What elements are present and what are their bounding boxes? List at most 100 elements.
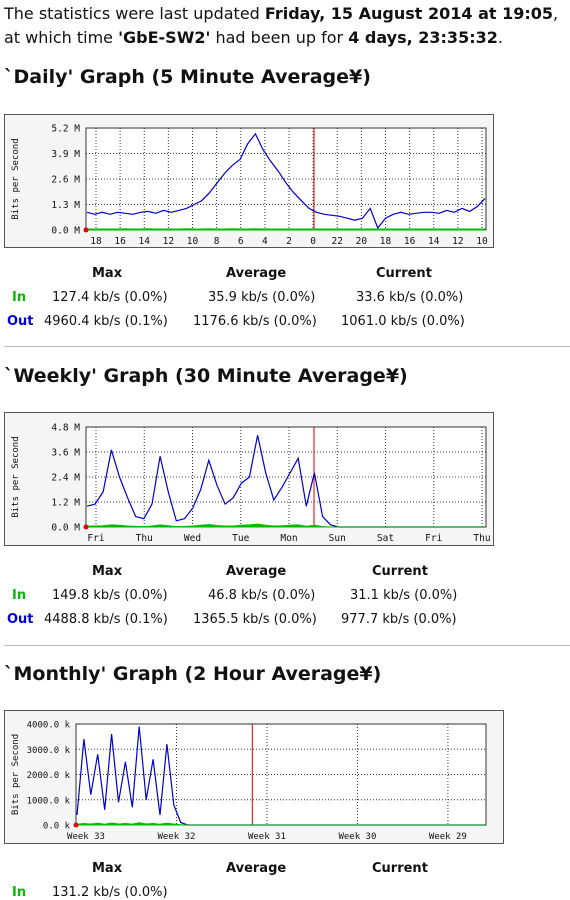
monthly-graph-title: `Monthly' Graph (2 Hour Average¥)	[4, 663, 382, 685]
y-tick-label: 2000.0 k	[27, 771, 71, 781]
daily-in-current: 33.6 kb/s (0.0%)	[356, 290, 464, 305]
x-tick-label: Week 29	[429, 832, 467, 842]
y-tick-label: 1.3 M	[51, 200, 80, 211]
daily-graph-title: `Daily' Graph (5 Minute Average¥)	[4, 66, 371, 88]
x-tick-label: 6	[238, 236, 244, 247]
weekly-graph-title: `Weekly' Graph (30 Minute Average¥)	[4, 365, 408, 387]
x-tick-label: Mon	[280, 533, 297, 544]
current-header: Current	[372, 861, 428, 876]
y-axis-label: Bits per Second	[11, 734, 21, 815]
x-tick-label: Tue	[232, 533, 249, 544]
x-tick-label: Week 31	[248, 832, 286, 842]
weekly-out-current: 977.7 kb/s (0.0%)	[341, 612, 457, 627]
weekly-out-average: 1365.5 kb/s (0.0%)	[193, 612, 317, 627]
intro-prefix: The statistics were last updated	[4, 4, 260, 23]
max-header: Max	[92, 861, 123, 876]
in-label: In	[12, 588, 27, 603]
in-traffic-area	[86, 228, 486, 231]
max-header: Max	[92, 564, 123, 579]
divider	[4, 645, 570, 646]
x-tick-label: Sun	[329, 533, 346, 544]
y-tick-label: 0.0 k	[43, 822, 71, 832]
intro-mid1: , at which time	[4, 4, 559, 47]
x-tick-label: 14	[139, 236, 151, 247]
x-tick-label: Week 30	[338, 832, 376, 842]
graph-svg: 0.0 k 1000.0 k 2000.0 k 3000.0 k 4000.0 k Wee…	[4, 710, 504, 844]
x-tick-label: 10	[187, 236, 199, 247]
y-tick-label: 3000.0 k	[27, 746, 71, 756]
x-tick-label: 22	[332, 236, 343, 247]
y-tick-label: 0.0 M	[51, 523, 80, 534]
x-tick-label: Week 33	[67, 832, 105, 842]
x-tick-label: 0	[310, 236, 316, 247]
y-tick-label: 0.0 M	[51, 226, 80, 237]
x-tick-label: Thu	[136, 533, 153, 544]
average-header: Average	[226, 266, 287, 281]
x-tick-label: Wed	[184, 533, 201, 544]
current-header: Current	[376, 266, 432, 281]
x-tick-label: 16	[404, 236, 416, 247]
out-label: Out	[7, 314, 34, 329]
daily-out-current: 1061.0 kb/s (0.0%)	[341, 314, 465, 329]
weekly-out-max: 4488.8 kb/s (0.1%)	[44, 612, 168, 627]
weekly-in-current: 31.1 kb/s (0.0%)	[350, 588, 458, 603]
out-label: Out	[7, 612, 34, 627]
intro-mid2: had been up for	[215, 28, 344, 47]
in-traffic-area	[86, 523, 485, 528]
weekly-in-average: 46.8 kb/s (0.0%)	[208, 588, 316, 603]
y-axis-label: Bits per Second	[11, 436, 21, 517]
x-tick-label: 14	[428, 236, 440, 247]
x-tick-label: 12	[163, 236, 174, 247]
x-tick-label: 10	[476, 236, 488, 247]
graph-svg: 0.0 M 1.2 M 2.4 M 3.6 M 4.8 M Fri Thu Wed Tue Mon…	[4, 412, 494, 546]
in-label: In	[12, 290, 27, 305]
y-tick-label: 5.2 M	[51, 124, 80, 135]
y-tick-label: 4000.0 k	[27, 721, 71, 731]
daily-in-average: 35.9 kb/s (0.0%)	[208, 290, 316, 305]
monthly-graph: 0.0 k 1000.0 k 2000.0 k 3000.0 k 4000.0 k Wee…	[4, 710, 504, 844]
y-tick-label: 1.2 M	[51, 498, 80, 509]
intro-suffix: .	[497, 28, 503, 47]
daily-in-max: 127.4 kb/s (0.0%)	[52, 290, 168, 305]
weekly-graph: 0.0 M 1.2 M 2.4 M 3.6 M 4.8 M Fri Thu Wed Tue Mon…	[4, 412, 494, 546]
divider	[4, 346, 570, 347]
origin-marker	[83, 524, 89, 530]
x-tick-label: 8	[214, 236, 220, 247]
updated-datetime: Friday, 15 August 2014 at 19:05	[264, 4, 554, 23]
y-tick-label: 1000.0 k	[27, 796, 71, 806]
x-tick-label: Week 32	[158, 832, 196, 842]
x-tick-label: 18	[380, 236, 392, 247]
x-tick-label: Sat	[377, 533, 394, 544]
weekly-in-max: 149.8 kb/s (0.0%)	[52, 588, 168, 603]
daily-out-max: 4960.4 kb/s (0.1%)	[44, 314, 168, 329]
in-traffic-area	[76, 822, 485, 826]
average-header: Average	[226, 861, 287, 876]
daily-out-average: 1176.6 kb/s (0.0%)	[193, 314, 317, 329]
uptime-value: 4 days, 23:35:32	[348, 28, 498, 47]
y-axis-label: Bits per Second	[11, 138, 21, 219]
x-tick-label: 4	[262, 236, 268, 247]
x-tick-label: 20	[356, 236, 368, 247]
graph-svg: 0.0 M1.3 M2.6 M3.9 M5.2 M18 16 14 12 10 8 6 4 2 0…	[4, 114, 494, 248]
last-updated-text: The statistics were last updated Friday,…	[4, 2, 566, 50]
x-tick-label: 2	[286, 236, 292, 247]
device-name: 'GbE-SW2'	[118, 28, 211, 47]
y-tick-label: 3.6 M	[51, 448, 80, 459]
y-tick-label: 4.8 M	[51, 423, 80, 434]
in-label: In	[12, 885, 27, 900]
x-tick-label: Thu	[473, 533, 490, 544]
x-tick-label: 16	[114, 236, 126, 247]
x-tick-label: 18	[90, 236, 102, 247]
monthly-in-max: 131.2 kb/s (0.0%)	[52, 885, 168, 900]
y-tick-label: 2.6 M	[51, 175, 80, 186]
origin-marker	[83, 227, 89, 233]
x-tick-label: 12	[452, 236, 463, 247]
y-tick-label: 3.9 M	[51, 149, 80, 160]
daily-graph: 0.0 M 1.3 M 2.6 M 3.9 M 5.2 M 18 16 14 12 10 8 6 4 2 0…	[4, 114, 494, 248]
origin-marker	[73, 822, 79, 828]
x-tick-label: Fri	[87, 533, 104, 544]
current-header: Current	[372, 564, 428, 579]
y-tick-label: 2.4 M	[51, 473, 80, 484]
average-header: Average	[226, 564, 287, 579]
